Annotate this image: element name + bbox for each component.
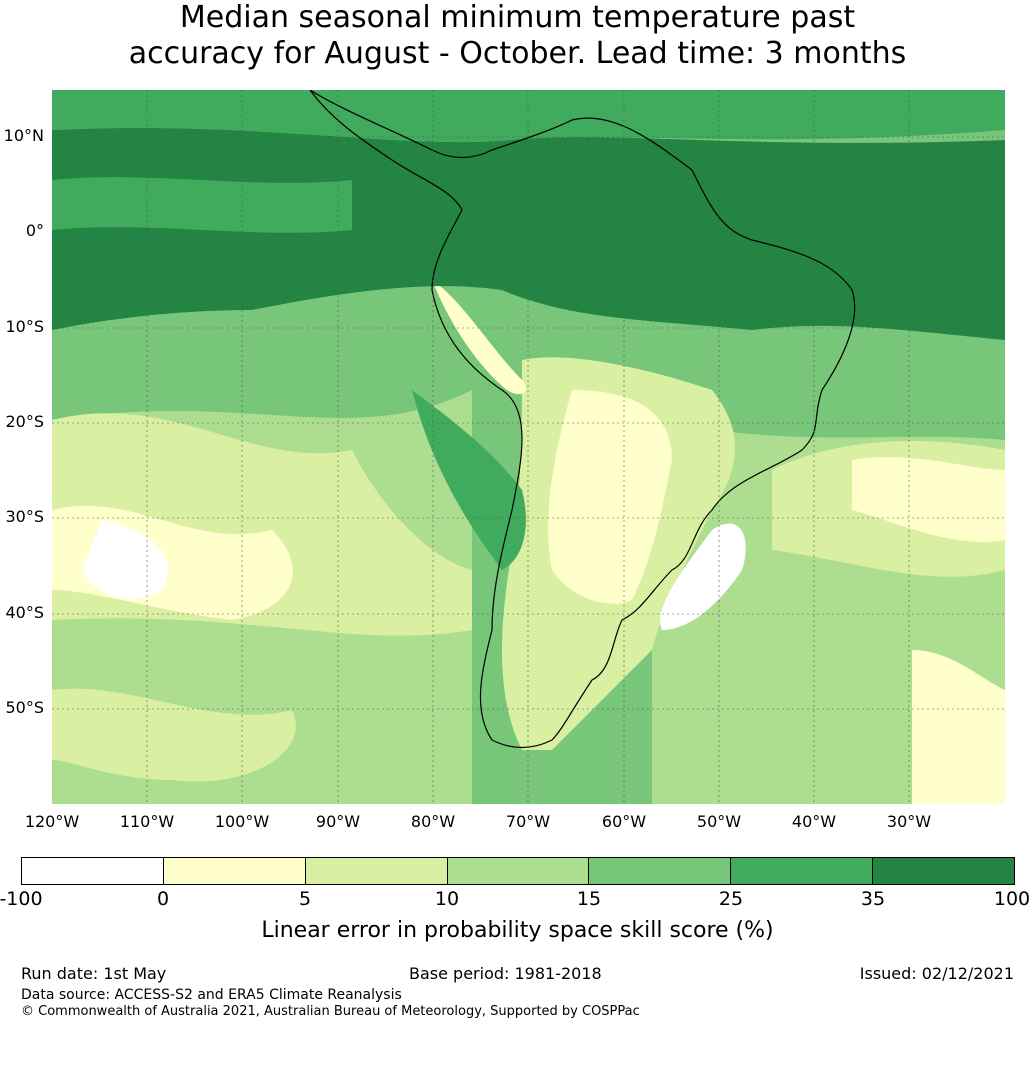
region-green-equatorial-band	[52, 177, 352, 233]
base-period: Base period: 1981-2018	[409, 964, 602, 983]
cbar-tick-neg100: -100	[0, 888, 43, 910]
lon-tick-40w: 40°W	[791, 812, 837, 831]
lon-tick-80w: 80°W	[410, 812, 456, 831]
lat-tick-10s: 10°S	[5, 317, 44, 336]
title-line-1: Median seasonal minimum temperature past	[179, 0, 856, 35]
lon-tick-50w: 50°W	[696, 812, 742, 831]
region-white-atlantic	[660, 523, 746, 630]
region-pale-southwest	[52, 688, 296, 782]
lat-tick-40s: 40°S	[5, 603, 44, 622]
lon-tick-30w: 30°W	[886, 812, 932, 831]
lon-tick-90w: 90°W	[315, 812, 361, 831]
region-dark-green-tropics	[52, 127, 1005, 341]
region-andes-pale	[432, 280, 527, 395]
title-line-2: accuracy for August - October. Lead time…	[128, 36, 907, 71]
lat-tick-0: 0°	[25, 221, 44, 240]
coastline	[309, 90, 856, 749]
lon-tick-60w: 60°W	[601, 812, 647, 831]
issued-date: Issued: 02/12/2021	[859, 964, 1014, 983]
region-green-north	[52, 90, 1005, 143]
colorbar-segment-6	[873, 858, 1015, 884]
lat-tick-10n: 10°N	[3, 126, 44, 145]
copyright: © Commonwealth of Australia 2021, Austra…	[21, 1004, 640, 1019]
colorbar	[21, 857, 1015, 885]
lon-tick-70w: 70°W	[505, 812, 551, 831]
lat-tick-20s: 20°S	[5, 412, 44, 431]
cbar-tick-0: 0	[156, 888, 170, 910]
colorbar-segment-0	[22, 858, 164, 884]
lon-tick-110w: 110°W	[119, 812, 175, 831]
region-yellow-interior	[548, 390, 672, 604]
cbar-tick-25: 25	[718, 888, 744, 910]
lat-tick-30s: 30°S	[5, 507, 44, 526]
lon-tick-100w: 100°W	[214, 812, 270, 831]
skill-score-map	[52, 90, 1005, 804]
colorbar-segment-2	[305, 858, 448, 884]
region-green-peru-coast	[412, 390, 526, 570]
colorbar-label: Linear error in probability space skill …	[261, 918, 774, 943]
colorbar-segment-3	[447, 858, 590, 884]
cbar-tick-5: 5	[298, 888, 312, 910]
data-source: Data source: ACCESS-S2 and ERA5 Climate …	[21, 987, 402, 1003]
map-canvas	[52, 90, 1005, 804]
cbar-tick-10: 10	[434, 888, 460, 910]
map-title: Median seasonal minimum temperature past…	[0, 0, 1035, 72]
graticule	[52, 90, 1005, 804]
region-yellow-east	[852, 457, 1005, 543]
region-white-west	[82, 520, 169, 600]
colorbar-segment-1	[163, 858, 306, 884]
lat-tick-50s: 50°S	[5, 698, 44, 717]
colorbar-segment-4	[589, 858, 732, 884]
region-yellow-southeast	[912, 650, 1005, 804]
cbar-tick-100: 100	[993, 888, 1031, 910]
run-date: Run date: 1st May	[21, 964, 167, 983]
lon-tick-120w: 120°W	[24, 812, 80, 831]
cbar-tick-35: 35	[860, 888, 886, 910]
colorbar-segment-5	[731, 858, 874, 884]
cbar-tick-15: 15	[576, 888, 602, 910]
